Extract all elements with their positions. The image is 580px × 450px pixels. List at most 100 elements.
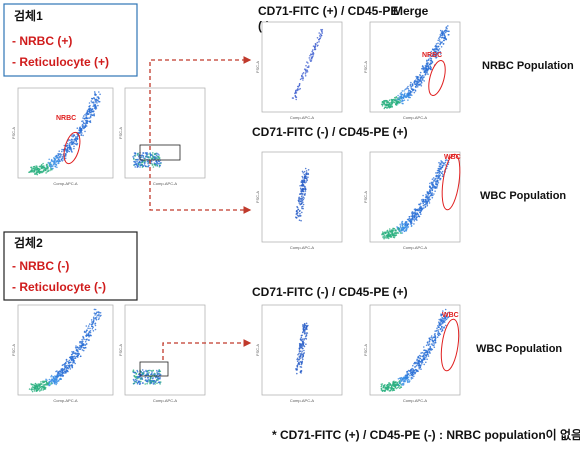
- dot: [141, 382, 144, 384]
- dot: [384, 390, 387, 392]
- dot: [441, 42, 443, 44]
- dot: [403, 90, 405, 92]
- dot: [439, 322, 441, 325]
- dot: [150, 373, 153, 376]
- dot: [425, 66, 428, 68]
- dot: [84, 130, 86, 133]
- dot: [149, 382, 151, 385]
- dot: [61, 160, 64, 162]
- dot: [435, 172, 437, 174]
- dot: [417, 78, 420, 80]
- dot: [157, 153, 159, 155]
- dot: [306, 179, 308, 181]
- dot: [305, 188, 307, 191]
- dot: [420, 363, 423, 365]
- dot: [387, 389, 389, 391]
- dot: [407, 96, 410, 99]
- dot: [40, 164, 43, 166]
- dot: [70, 361, 72, 364]
- dot: [439, 177, 441, 180]
- dot: [422, 194, 424, 197]
- dot: [303, 333, 306, 335]
- dot: [142, 155, 145, 157]
- dot: [31, 167, 33, 170]
- dot: [399, 378, 402, 381]
- dot: [82, 337, 85, 339]
- dot: [444, 324, 447, 327]
- dot: [300, 192, 303, 194]
- dot: [154, 164, 157, 167]
- dot: [381, 383, 384, 385]
- dot: [64, 364, 66, 367]
- dot: [148, 153, 150, 155]
- dot: [420, 210, 422, 212]
- dot: [85, 329, 88, 332]
- dot: [160, 161, 162, 164]
- dot: [435, 57, 437, 59]
- dot: [72, 358, 75, 361]
- dot: [301, 340, 303, 342]
- dot: [86, 120, 89, 122]
- dot: [72, 352, 74, 355]
- dot: [89, 104, 91, 107]
- dot: [444, 161, 447, 164]
- dot: [423, 71, 426, 74]
- dot: [147, 162, 149, 165]
- dot: [90, 319, 93, 321]
- dot: [429, 346, 432, 349]
- dot: [391, 106, 394, 108]
- dot: [81, 338, 83, 341]
- dot: [432, 342, 435, 344]
- dot: [65, 149, 67, 151]
- axis-label: Comp-APC-A: [53, 181, 78, 186]
- dot: [28, 388, 31, 390]
- dot: [61, 370, 64, 372]
- dot: [58, 153, 61, 155]
- dot: [440, 330, 443, 333]
- dot: [74, 352, 77, 355]
- dot: [433, 342, 436, 344]
- dot: [301, 362, 303, 365]
- dot: [441, 317, 443, 319]
- dot: [304, 175, 306, 178]
- dot: [392, 98, 395, 101]
- dot: [66, 142, 69, 145]
- dot: [405, 224, 408, 227]
- dot: [439, 178, 441, 181]
- dot: [405, 88, 407, 90]
- dot: [387, 231, 389, 234]
- dot: [392, 230, 395, 232]
- dot: [420, 361, 423, 364]
- dot: [71, 364, 74, 367]
- dot: [53, 163, 55, 166]
- dot: [55, 157, 57, 159]
- dot: [36, 383, 38, 386]
- dot: [43, 165, 45, 167]
- dot: [424, 65, 427, 67]
- dot: [399, 387, 401, 390]
- dot: [431, 193, 433, 196]
- dot: [150, 377, 152, 380]
- dot: [94, 92, 96, 95]
- dot: [306, 71, 309, 73]
- dot: [49, 163, 52, 165]
- dot: [438, 318, 441, 321]
- dot: [85, 116, 87, 118]
- dot: [71, 366, 74, 368]
- dot: [93, 104, 96, 107]
- dot: [416, 86, 419, 88]
- dot: [300, 344, 303, 347]
- dot: [297, 364, 299, 366]
- dot: [298, 198, 300, 201]
- dot: [414, 366, 417, 368]
- dot: [417, 76, 420, 78]
- dot: [297, 208, 299, 211]
- dot: [94, 308, 97, 311]
- dot: [420, 207, 423, 210]
- dot: [427, 194, 429, 196]
- dot: [441, 170, 444, 173]
- dot: [436, 53, 438, 55]
- dot: [418, 368, 421, 370]
- dot: [31, 387, 33, 389]
- dot: [36, 387, 39, 390]
